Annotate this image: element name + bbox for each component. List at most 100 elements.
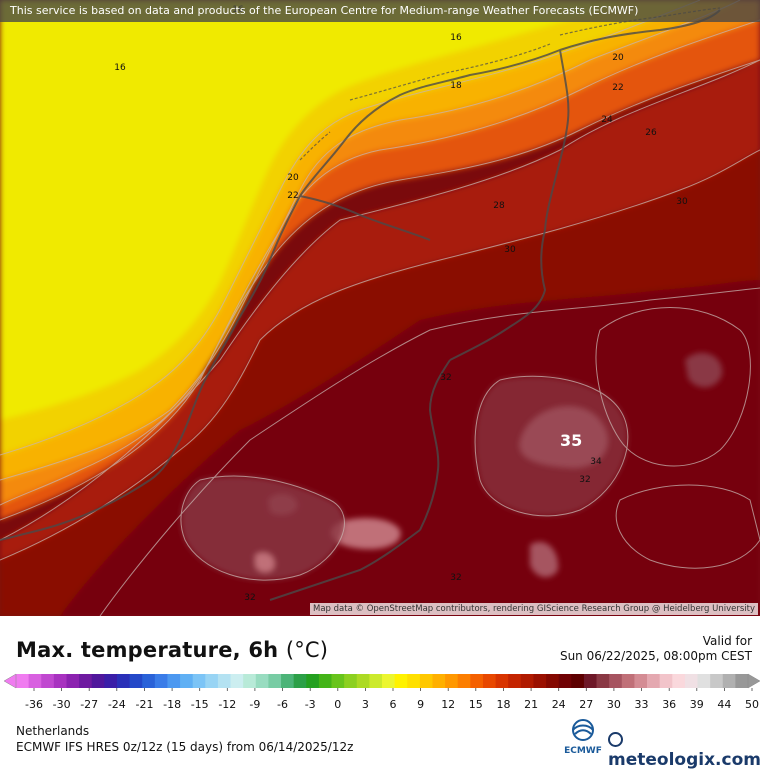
- scale-color-cell: [710, 674, 724, 688]
- color-scale: -36 -30 -27 -24 -21 -18 -15 -12 -9 -6 -3 0 3 6 9 12 15 18…: [4, 673, 760, 711]
- scale-tick-label: 12: [441, 698, 455, 711]
- contour-label: 16: [450, 33, 462, 43]
- scale-color-cell: [230, 674, 244, 688]
- scale-color-cell: [735, 674, 749, 688]
- scale-color-cell: [180, 674, 194, 688]
- scale-color-cell: [91, 674, 105, 688]
- scale-color-cell: [41, 674, 55, 688]
- scale-tick-label: 18: [497, 698, 511, 711]
- scale-tick-label: -24: [108, 698, 126, 711]
- valid-label: Valid for: [702, 634, 752, 648]
- scale-color-cell: [66, 674, 80, 688]
- contour-label: 24: [601, 115, 613, 125]
- scale-tick-label: 6: [390, 698, 397, 711]
- contour-label: 22: [612, 83, 623, 93]
- scale-color-cell: [419, 674, 433, 688]
- scale-tick-label: 24: [552, 698, 566, 711]
- meteologix-logo-icon: [608, 732, 623, 747]
- contour-label: 34: [590, 457, 602, 467]
- scale-tick-label: 21: [524, 698, 538, 711]
- scale-color-cell: [293, 674, 307, 688]
- scale-color-cell: [268, 674, 282, 688]
- legend-footer: Max. temperature, 6h (°C) Valid for Sun …: [0, 616, 760, 770]
- scale-color-cell: [116, 674, 130, 688]
- scale-tick-label: -18: [163, 698, 181, 711]
- scale-color-cell: [647, 674, 661, 688]
- legend-title: Max. temperature, 6h (°C): [16, 638, 328, 662]
- region-name: Netherlands: [16, 724, 90, 738]
- scale-color-cell: [520, 674, 534, 688]
- scale-color-cell: [16, 674, 30, 688]
- ecmwf-notice-banner: This service is based on data and produc…: [0, 0, 760, 22]
- scale-color-cell: [217, 674, 231, 688]
- hotspot-b: [331, 518, 401, 550]
- scale-color-cell: [154, 674, 168, 688]
- weather-map[interactable]: 161616182022242620222830303234323232 35 …: [0, 0, 760, 616]
- scale-tick-label: -3: [305, 698, 316, 711]
- scale-tick-label: -21: [136, 698, 154, 711]
- scale-color-cell: [546, 674, 560, 688]
- ecmwf-logo: ECMWF: [564, 719, 602, 756]
- scale-color-cell: [457, 674, 471, 688]
- legend-unit: (°C): [285, 638, 329, 662]
- scale-tick-label: -36: [25, 698, 43, 711]
- scale-color-cell: [684, 674, 698, 688]
- contour-label: 28: [493, 201, 505, 211]
- contour-label: 32: [579, 475, 590, 485]
- scale-tick-label: -15: [191, 698, 209, 711]
- scale-tick-label: 39: [690, 698, 704, 711]
- coastline: [0, 9, 721, 601]
- meteologix-brand[interactable]: meteologix.com: [608, 730, 760, 770]
- scale-color-cell: [331, 674, 345, 688]
- scale-tick-label: 44: [717, 698, 731, 711]
- contour-label: 16: [114, 63, 126, 73]
- contour-label: 20: [612, 53, 624, 63]
- scale-color-cell: [659, 674, 673, 688]
- scale-color-cell: [609, 674, 623, 688]
- hotspot-d: [685, 352, 723, 388]
- scale-color-cell: [369, 674, 383, 688]
- contour-label: 32: [440, 373, 451, 383]
- scale-tick-label: 36: [662, 698, 676, 711]
- scale-color-cell: [142, 674, 156, 688]
- scale-color-cell: [470, 674, 484, 688]
- scale-color-cell: [28, 674, 42, 688]
- scale-color-cell: [306, 674, 320, 688]
- contour-label: 30: [504, 245, 516, 255]
- scale-color-cell: [167, 674, 181, 688]
- scale-tick-label: 3: [362, 698, 369, 711]
- scale-color-cell: [192, 674, 206, 688]
- scale-color-cell: [407, 674, 421, 688]
- contour-label: 26: [645, 128, 657, 138]
- scale-color-cell: [432, 674, 446, 688]
- scale-tick-label: 0: [334, 698, 341, 711]
- isotherms: [0, 0, 760, 616]
- contour-label: 32: [244, 593, 255, 603]
- map-attribution[interactable]: Map data © OpenStreetMap contributors, r…: [310, 603, 758, 615]
- scale-tick-label: 9: [417, 698, 424, 711]
- scale-color-cell: [104, 674, 118, 688]
- brand-text: meteologix.com: [608, 750, 760, 770]
- scale-color-cell: [583, 674, 597, 688]
- hotspot-f: [180, 476, 345, 581]
- scale-tick-label: -30: [53, 698, 71, 711]
- scale-color-cell: [243, 674, 257, 688]
- scale-color-cell: [596, 674, 610, 688]
- model-info: ECMWF IFS HRES 0z/12z (15 days) from 06/…: [16, 740, 354, 754]
- scale-color-cell: [129, 674, 143, 688]
- scale-arrow-right: [747, 673, 760, 689]
- contour-label: 30: [676, 197, 688, 207]
- scale-color-cell: [53, 674, 67, 688]
- scale-arrow-left: [4, 673, 17, 689]
- scale-color-cell: [495, 674, 509, 688]
- contour-label: 22: [287, 191, 298, 201]
- legend-title-text: Max. temperature, 6h: [16, 638, 279, 662]
- scale-color-cell: [482, 674, 496, 688]
- scale-tick-label: -27: [80, 698, 98, 711]
- ecmwf-logo-text: ECMWF: [564, 746, 602, 756]
- scale-color-cell: [394, 674, 408, 688]
- scale-color-cell: [255, 674, 269, 688]
- scale-tick-label: 30: [607, 698, 621, 711]
- hotspot-g: [475, 376, 628, 516]
- valid-time: Sun 06/22/2025, 08:00pm CEST: [559, 649, 752, 663]
